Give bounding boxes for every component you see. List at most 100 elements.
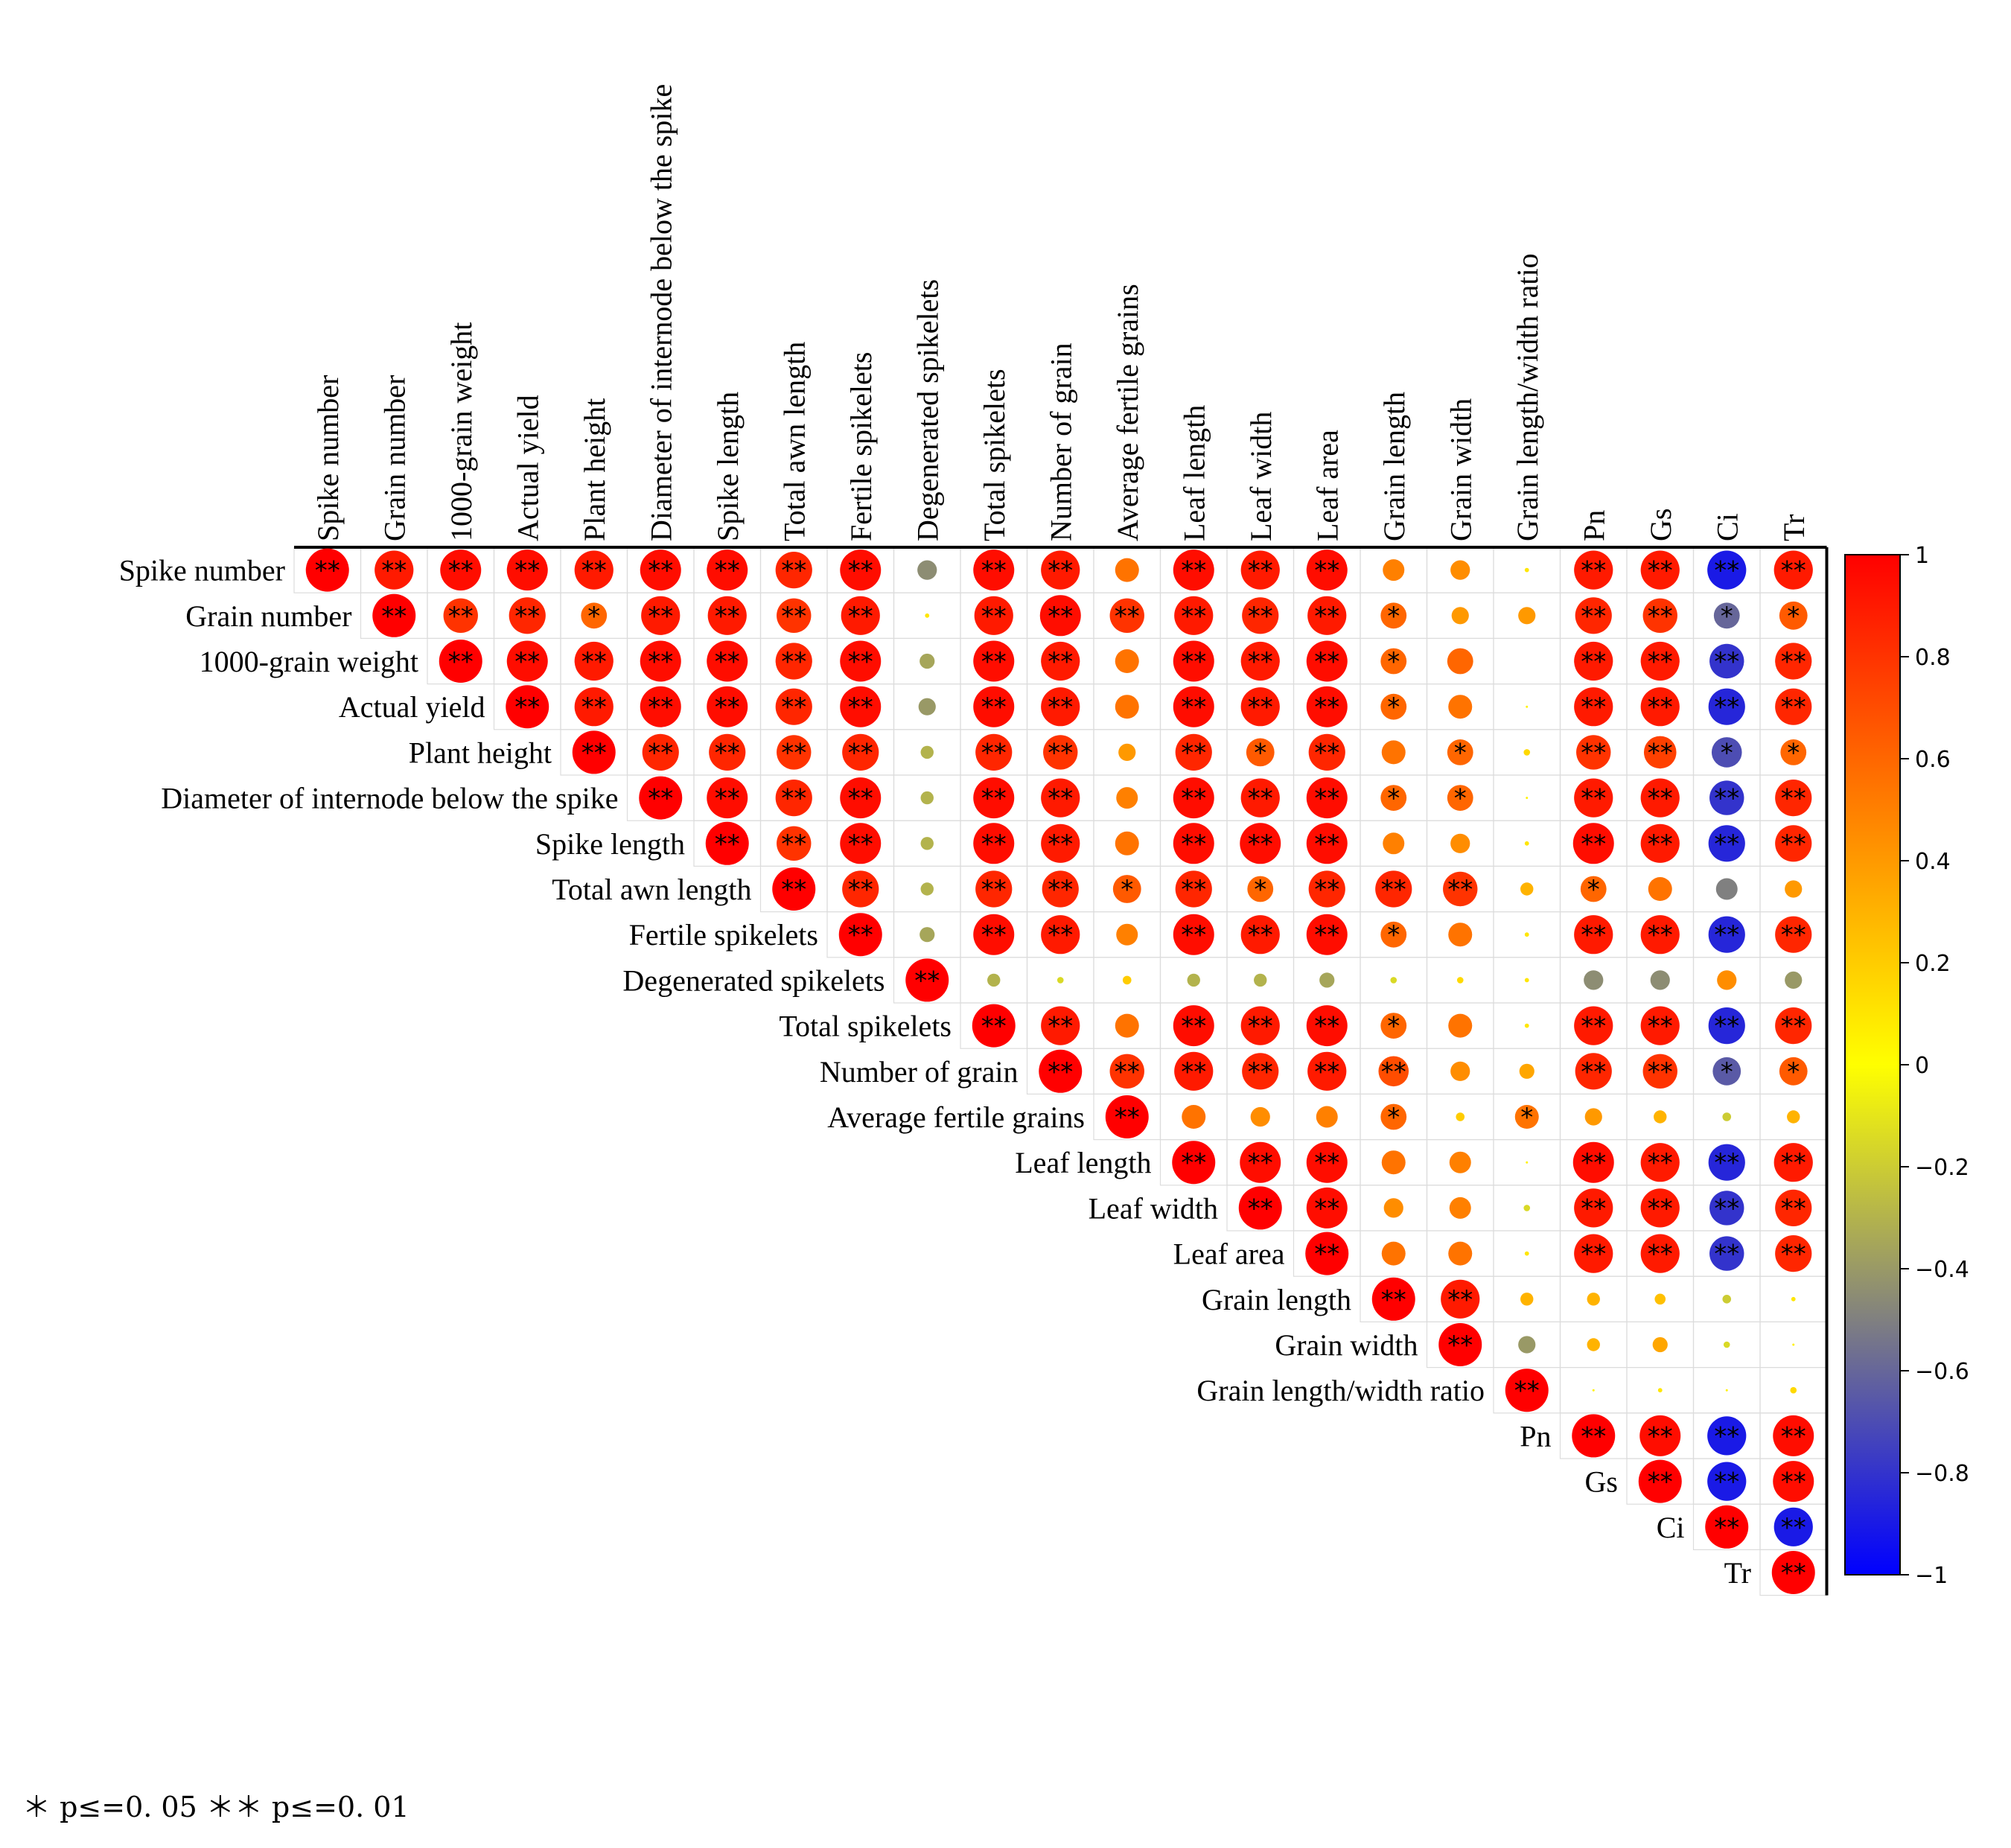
correlation-circle xyxy=(1115,649,1139,673)
significance-mark: ** xyxy=(1248,829,1273,859)
significance-mark: ** xyxy=(1714,1513,1739,1543)
correlation-circle xyxy=(1173,777,1214,819)
significance-mark: ** xyxy=(1714,647,1739,677)
row-label: Spike length xyxy=(535,827,685,861)
significance-mark: ** xyxy=(1115,1057,1140,1087)
correlation-circle xyxy=(1242,1053,1279,1090)
significance-mark: ** xyxy=(981,647,1007,677)
significance-mark: * xyxy=(1721,738,1733,768)
significance-mark: ** xyxy=(1447,875,1473,905)
significance-mark: ** xyxy=(848,920,873,950)
correlation-circle xyxy=(1707,1462,1747,1501)
significance-mark: ** xyxy=(715,556,740,586)
significance-mark: ** xyxy=(1447,1331,1473,1360)
correlation-circle xyxy=(842,733,879,771)
correlation-circle xyxy=(1112,875,1141,903)
significance-mark: * xyxy=(1387,602,1400,631)
correlation-circle xyxy=(1173,1005,1214,1047)
correlation-circle xyxy=(925,613,930,618)
correlation-circle xyxy=(1584,1108,1602,1126)
significance-mark: ** xyxy=(848,829,873,859)
correlation-circle xyxy=(1240,687,1280,727)
correlation-circle xyxy=(1524,567,1529,573)
significance-mark: * xyxy=(1454,784,1467,814)
significance-mark: ** xyxy=(581,647,607,677)
correlation-circle xyxy=(1174,596,1214,635)
correlation-circle xyxy=(1447,739,1473,765)
column-label: Diameter of internode below the spike xyxy=(644,84,678,541)
correlation-circle xyxy=(1773,1415,1814,1456)
correlation-circle xyxy=(1307,596,1347,635)
correlation-circle xyxy=(1775,643,1812,680)
significance-mark: * xyxy=(1387,647,1400,677)
significance-mark: * xyxy=(1387,692,1400,722)
significance-mark: ** xyxy=(1314,875,1339,905)
significance-mark: ** xyxy=(1648,829,1673,859)
correlation-circle xyxy=(1773,1507,1813,1546)
correlation-circle xyxy=(574,641,614,681)
correlation-circle xyxy=(1572,1414,1616,1458)
correlation-circle xyxy=(1449,1197,1471,1219)
correlation-circle xyxy=(305,548,349,592)
significance-mark: ** xyxy=(1115,1103,1140,1132)
correlation-circle xyxy=(506,685,549,729)
correlation-circle xyxy=(1640,687,1680,727)
correlation-circle xyxy=(920,837,934,850)
correlation-circle xyxy=(1305,1232,1349,1275)
significance-mark: ** xyxy=(648,647,673,677)
correlation-circle xyxy=(1450,833,1470,853)
correlation-circle xyxy=(1640,1234,1680,1273)
significance-mark: ** xyxy=(981,738,1007,768)
correlation-circle xyxy=(1518,607,1536,625)
colorbar: 1 0.8 0.6 0.4 0.2 0 −0.2 −0.4 −0.6 −0.8 −1 xyxy=(1844,543,1969,1589)
significance-mark: ** xyxy=(1181,1057,1206,1087)
column-label: 1000-grain weight xyxy=(444,322,478,541)
correlation-circle xyxy=(1041,778,1080,818)
significance-mark: ** xyxy=(848,556,873,586)
correlation-circle xyxy=(1584,970,1604,990)
correlation-circle xyxy=(973,640,1015,682)
colorbar-tick-label: −1 xyxy=(1915,1563,1948,1589)
significance-mark: * xyxy=(1721,602,1733,631)
significance-mark: ** xyxy=(781,692,806,722)
significance-mark: ** xyxy=(1181,602,1206,631)
correlation-circle xyxy=(1779,601,1808,630)
correlation-circle xyxy=(920,745,934,759)
significance-mark: ** xyxy=(1314,602,1339,631)
column-label: Tr xyxy=(1777,514,1811,541)
correlation-circle xyxy=(1771,1551,1815,1594)
correlation-circle xyxy=(1240,778,1280,818)
correlation-circle xyxy=(1643,736,1677,769)
correlation-circle xyxy=(1780,739,1807,765)
row-label: Total awn length xyxy=(552,873,751,906)
correlation-circle xyxy=(705,821,749,865)
correlation-circle xyxy=(1505,1369,1549,1412)
correlation-circle xyxy=(1657,1388,1663,1393)
correlation-circle xyxy=(1450,1061,1470,1081)
correlation-circle xyxy=(1443,871,1478,907)
correlation-circle xyxy=(1518,1336,1536,1354)
correlation-circle xyxy=(1441,1279,1480,1319)
significance-mark: ** xyxy=(981,829,1007,859)
significance-mark: ** xyxy=(1514,1376,1540,1406)
colorbar-tick-label: 1 xyxy=(1915,543,1929,569)
correlation-circle xyxy=(1115,695,1139,719)
correlation-circle xyxy=(1524,932,1529,937)
significance-mark: ** xyxy=(1381,875,1406,905)
correlation-circle xyxy=(1790,1386,1797,1394)
correlation-circle xyxy=(1709,780,1744,815)
significance-mark: ** xyxy=(1714,829,1739,859)
significance-mark: ** xyxy=(1648,1240,1673,1269)
row-label: Tr xyxy=(1724,1556,1751,1590)
correlation-circle xyxy=(1383,832,1405,855)
correlation-circle xyxy=(777,598,812,633)
significance-mark: ** xyxy=(648,784,673,814)
correlation-circle xyxy=(1175,733,1212,771)
significance-mark: ** xyxy=(981,875,1007,905)
correlation-circle xyxy=(920,927,935,943)
correlation-circle xyxy=(1574,778,1613,818)
correlation-circle xyxy=(1380,785,1407,811)
correlation-circle xyxy=(1708,688,1745,725)
correlation-circle xyxy=(772,867,816,911)
correlation-circle xyxy=(506,640,548,682)
